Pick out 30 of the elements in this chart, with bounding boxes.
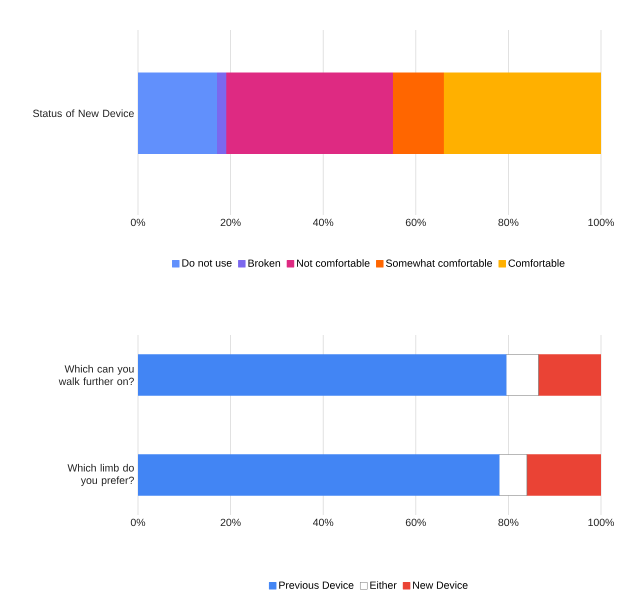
legend-label: New Device [413,581,468,589]
legend-label: Comfortable [508,259,565,267]
x-tick-label: 20% [220,218,241,226]
legend-label: Previous Device [279,581,354,589]
x-tick-label: 0% [130,518,146,526]
x-tick-label: 60% [406,518,426,526]
y-tick-label: Which can you walk further on? [58,364,134,386]
bar [538,354,602,396]
x-tick-label: 80% [498,518,518,526]
x-tick-label: 100% [588,218,614,226]
x-tick-label: 40% [312,218,334,226]
bar [526,454,602,496]
legend-label: Somewhat comfortable [386,259,492,267]
legend-label: Either [370,581,397,589]
bar [392,72,444,154]
bar [216,72,226,154]
x-tick-label: 0% [130,218,146,226]
x-tick-label: 40% [312,518,334,526]
bar [506,354,539,396]
x-tick-label: 80% [498,218,518,226]
x-tick-label: 100% [588,518,614,526]
bar [226,72,393,154]
legend-label: Do not use [182,259,232,267]
legend-label: Broken [248,259,280,267]
x-tick-label: 20% [220,518,241,526]
x-tick-label: 60% [406,218,426,226]
bar [498,454,528,496]
y-tick-label: Which limb do you prefer? [68,464,134,486]
legend-label: Not comfortable [297,259,370,267]
y-tick-label: Status of New Device [33,109,134,118]
